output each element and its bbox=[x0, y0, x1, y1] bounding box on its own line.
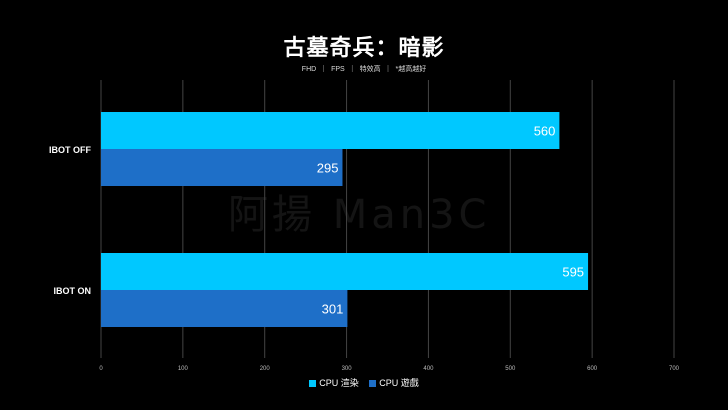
x-tick-label: 500 bbox=[505, 366, 516, 372]
title: 古墓奇兵：暗影 bbox=[283, 35, 445, 60]
legend-label-render: CPU 渲染 bbox=[319, 378, 359, 388]
category-label: IBOT ON bbox=[54, 286, 92, 296]
legend-item-game: CPU 遊戲 bbox=[369, 376, 419, 389]
legend: CPU 渲染 CPU 遊戲 bbox=[0, 376, 728, 389]
legend-label-game: CPU 遊戲 bbox=[379, 378, 419, 388]
x-tick-label: 600 bbox=[587, 366, 598, 372]
x-tick-label: 400 bbox=[423, 366, 434, 372]
legend-swatch-render bbox=[309, 380, 317, 388]
bar-value-label: 295 bbox=[317, 161, 339, 176]
bar bbox=[101, 112, 560, 149]
x-tick-label: 300 bbox=[342, 366, 353, 372]
bar-value-label: 560 bbox=[534, 124, 556, 139]
bar-value-label: 301 bbox=[322, 302, 344, 317]
x-tick-label: 700 bbox=[669, 366, 680, 372]
category-label: IBOT OFF bbox=[49, 145, 91, 155]
bar bbox=[101, 253, 589, 290]
bar bbox=[101, 290, 348, 327]
watermark: 阿揚 Man3C bbox=[228, 192, 491, 238]
legend-item-render: CPU 渲染 bbox=[309, 376, 359, 389]
x-tick-label: 100 bbox=[178, 366, 189, 372]
bar bbox=[101, 149, 343, 186]
subtitle: FHD ｜ FPS ｜ 特效高 ｜ *越高越好 bbox=[301, 66, 427, 73]
x-tick-label: 0 bbox=[99, 366, 103, 372]
bar-value-label: 595 bbox=[562, 265, 584, 280]
legend-swatch-game bbox=[369, 380, 377, 388]
x-tick-label: 200 bbox=[260, 366, 271, 372]
